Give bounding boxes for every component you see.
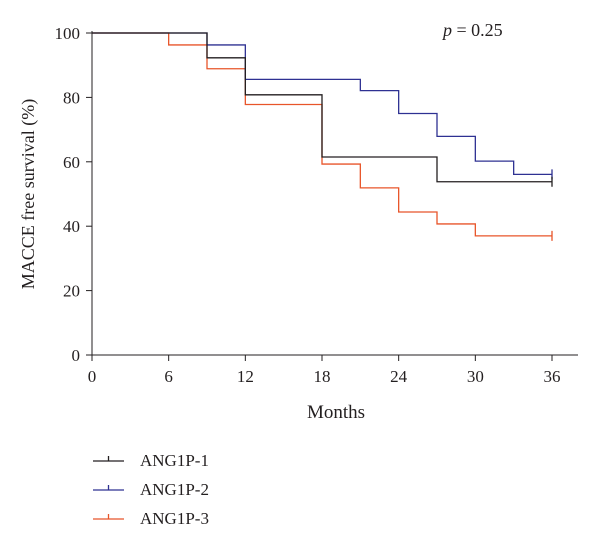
y-axis-ticks: 0 20 40 60 80 100 [55, 24, 92, 365]
p-value-symbol: p [441, 20, 452, 40]
x-tick-label: 36 [544, 367, 561, 386]
y-tick-label: 60 [63, 153, 80, 172]
x-axis-ticks: 0 6 12 18 24 30 36 [88, 355, 561, 386]
legend-item: ANG1P-3 [93, 509, 209, 528]
x-axis-label: Months [307, 402, 365, 423]
series-line-ang1p-3 [92, 32, 552, 237]
y-tick-label: 40 [63, 217, 80, 236]
y-axis-label: MACCE free survival (%) [18, 99, 39, 289]
series-line-ang1p-2 [92, 32, 552, 176]
x-tick-label: 30 [467, 367, 484, 386]
plot-area [92, 32, 553, 241]
x-tick-label: 6 [164, 367, 173, 386]
y-tick-label: 0 [72, 346, 81, 365]
legend-label: ANG1P-1 [140, 451, 209, 470]
legend-label: ANG1P-3 [140, 509, 209, 528]
y-tick-label: 100 [55, 24, 81, 43]
series-line-ang1p-1 [92, 32, 552, 183]
axes [91, 31, 578, 356]
x-tick-label: 18 [314, 367, 331, 386]
y-tick-label: 80 [63, 88, 80, 107]
legend-label: ANG1P-2 [140, 480, 209, 499]
legend-item: ANG1P-1 [93, 451, 209, 470]
p-value-annotation: p = 0.25 [441, 20, 503, 40]
x-tick-label: 0 [88, 367, 97, 386]
x-tick-label: 24 [390, 367, 408, 386]
x-tick-label: 12 [237, 367, 254, 386]
y-tick-label: 20 [63, 282, 80, 301]
p-value-text: = 0.25 [452, 20, 503, 40]
legend: ANG1P-1 ANG1P-2 ANG1P-3 [93, 451, 209, 528]
legend-item: ANG1P-2 [93, 480, 209, 499]
